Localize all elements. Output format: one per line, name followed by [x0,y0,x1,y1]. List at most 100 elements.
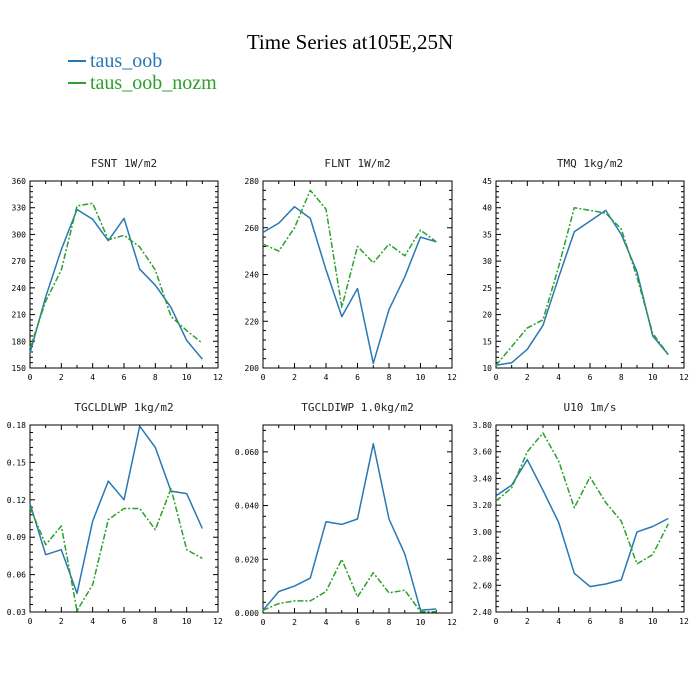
x-tick-label: 0 [494,617,499,626]
plot-frame [29,180,219,369]
series-line-taus-oob-nozm [262,189,437,308]
x-tick-label: 8 [153,617,158,626]
series-line-taus-oob-nozm [495,432,669,565]
y-tick-label: 0.03 [7,608,26,617]
figure-title: Time Series at105E,25N [246,30,454,54]
y-tick-label: 10 [482,364,492,373]
x-tick-label: 6 [122,373,127,382]
legend-swatch-taus-oob-nozm [68,82,86,84]
y-tick-label: 260 [245,224,260,233]
x-tick-label: 4 [90,617,95,626]
y-tick-label: 210 [12,311,27,320]
x-tick-label: 12 [213,373,223,382]
x-tick-label: 8 [387,373,392,382]
y-tick-label: 40 [482,204,492,213]
x-tick-label: 6 [355,618,360,627]
series-line-taus-oob-nozm [262,558,437,613]
x-tick-label: 4 [324,373,329,382]
x-tick-label: 10 [182,373,192,382]
y-tick-label: 20 [482,311,492,320]
x-tick-label: 12 [447,618,457,627]
chart-title: U10 1m/s [564,401,617,414]
y-tick-label: 180 [12,337,27,346]
chart-0: FSNT 1W/m2 0 2 4 6 8 10 12 150 180 210 240 270 300 330… [12,157,223,382]
x-tick-label: 6 [588,617,593,626]
y-tick-label: 3.60 [473,448,492,457]
x-tick-label: 8 [387,618,392,627]
x-tick-label: 12 [447,373,457,382]
legend-label-taus-oob: taus_oob [90,49,163,72]
y-tick-label: 30 [482,257,492,266]
y-tick-label: 0.020 [235,555,259,564]
y-tick-label: 0.06 [7,571,26,580]
x-tick-label: 10 [416,618,426,627]
x-tick-label: 10 [416,373,426,382]
plot-frame [29,424,219,613]
y-tick-label: 0.09 [7,533,26,542]
x-tick-label: 10 [182,617,192,626]
legend-item-taus-oob: taus_oob [68,50,217,72]
y-tick-label: 270 [12,257,27,266]
x-tick-label: 10 [648,373,658,382]
y-tick-label: 25 [482,284,492,293]
chart-5: U10 1m/s 0 2 4 6 8 10 12 2.40 2.60 2.80 3.00 3.20 3.4… [473,401,689,626]
y-tick-label: 3.80 [473,421,492,430]
y-tick-label: 0.15 [7,458,26,467]
x-tick-label: 4 [556,617,561,626]
series-line-taus-oob [29,208,203,360]
y-tick-label: 240 [12,284,27,293]
chart-4: TGCLDIWP 1.0kg/m2 0 2 4 6 8 10 12 0.000 0.020 0.04… [235,401,457,627]
plot-frame [495,424,685,613]
y-tick-label: 3.00 [473,528,492,537]
chart-title: TGCLDIWP 1.0kg/m2 [301,401,414,414]
legend: taus_oob taus_oob_nozm [68,50,217,94]
y-tick-label: 220 [245,317,260,326]
series-line-taus-oob [262,443,437,612]
chart-title: TMQ 1kg/m2 [557,157,623,170]
legend-label-taus-oob-nozm: taus_oob_nozm [90,71,217,94]
x-tick-label: 2 [525,617,530,626]
series-line-taus-oob-nozm [29,202,203,349]
series-line-taus-oob-nozm [495,206,669,366]
y-tick-label: 360 [12,177,27,186]
y-tick-label: 300 [12,230,27,239]
y-tick-label: 0.000 [235,609,259,618]
chart-2: TMQ 1kg/m2 0 2 4 6 8 10 12 10 15 20 25 30 35 40 45 [482,157,689,382]
x-tick-label: 2 [292,618,297,627]
y-tick-label: 35 [482,230,492,239]
y-tick-label: 150 [12,364,27,373]
chart-3: TGCLDLWP 1kg/m2 0 2 4 6 8 10 12 0.03 0.06 0.09 0.12… [7,401,223,626]
x-tick-label: 12 [679,617,689,626]
y-tick-label: 330 [12,204,27,213]
y-tick-label: 200 [245,364,260,373]
chart-1: FLNT 1W/m2 0 2 4 6 8 10 12 200 220 240 260 280 [245,157,457,382]
series-line-taus-oob [29,425,203,595]
y-tick-label: 0.12 [7,496,26,505]
series-line-taus-oob [495,458,669,588]
x-tick-label: 4 [90,373,95,382]
series-line-taus-oob [262,205,437,365]
x-tick-label: 8 [153,373,158,382]
x-tick-label: 0 [28,373,33,382]
x-tick-label: 2 [59,617,64,626]
y-tick-label: 3.40 [473,474,492,483]
x-tick-label: 10 [648,617,658,626]
x-tick-label: 2 [59,373,64,382]
chart-title: TGCLDLWP 1kg/m2 [74,401,173,414]
x-tick-label: 0 [28,617,33,626]
x-tick-label: 8 [619,373,624,382]
x-tick-label: 6 [355,373,360,382]
y-tick-label: 0.18 [7,421,26,430]
series-line-taus-oob [495,209,669,367]
x-tick-label: 6 [122,617,127,626]
x-tick-label: 12 [679,373,689,382]
x-tick-label: 12 [213,617,223,626]
x-tick-label: 0 [494,373,499,382]
chart-title: FSNT 1W/m2 [91,157,157,170]
x-tick-label: 2 [292,373,297,382]
legend-swatch-taus-oob [68,60,86,62]
x-tick-label: 6 [588,373,593,382]
y-tick-label: 45 [482,177,492,186]
y-tick-label: 280 [245,177,260,186]
y-tick-label: 15 [482,337,492,346]
